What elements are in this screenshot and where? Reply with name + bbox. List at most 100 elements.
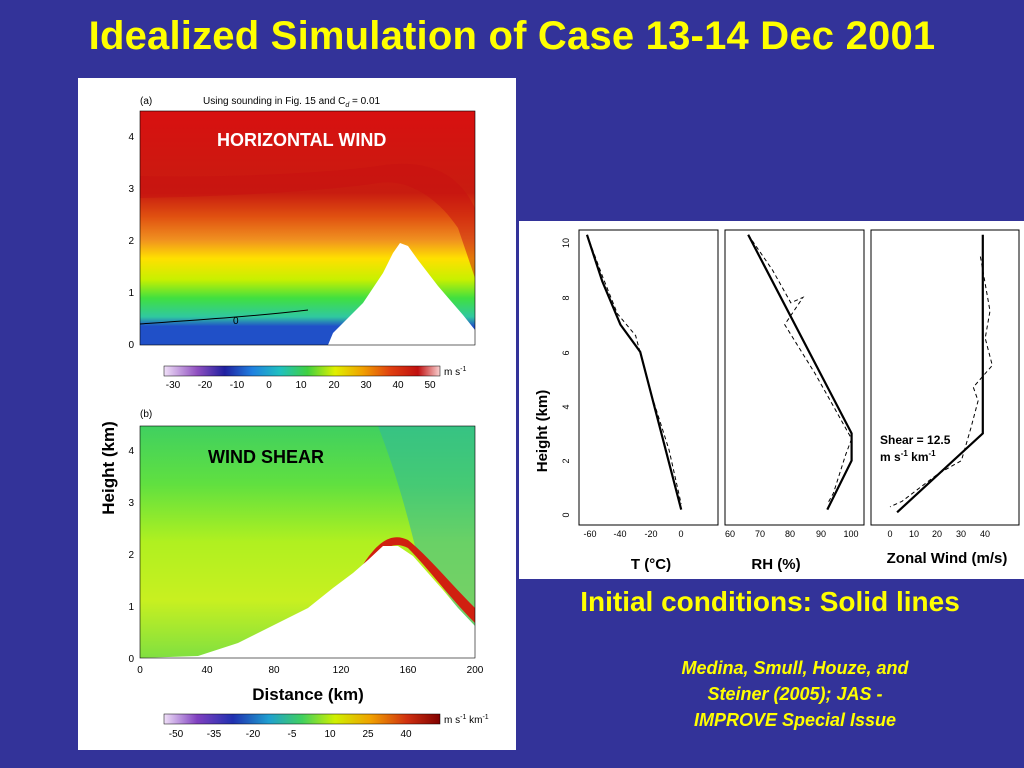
y-tick: 4 (128, 446, 134, 457)
colorbar-b-unit: m s-1 km-1 (444, 714, 489, 726)
cbar-tick: 50 (424, 380, 436, 391)
cbar-tick: -10 (230, 380, 245, 391)
x-tick: 160 (400, 665, 417, 676)
colorbar-b (163, 713, 441, 725)
temperature-dashed-line (586, 234, 682, 505)
colorbar-a-unit: m s-1 (444, 366, 466, 378)
panel-a-plot: 0 HORIZONTAL WIND (139, 110, 476, 346)
height-axis-label-left: Height (km) (99, 421, 118, 515)
wind-jet-band (140, 163, 475, 278)
terrain-mask-a (328, 243, 475, 345)
zero-contour-label: 0 (233, 316, 239, 327)
colorbar-b-ticks: -50 -35 -20 -5 10 25 40 (169, 729, 412, 740)
wind-shear-label: WIND SHEAR (208, 447, 324, 467)
y-tick: 0 (561, 512, 571, 517)
x-tick: 90 (816, 529, 826, 539)
x-tick: 120 (333, 665, 350, 676)
cbar-tick: -50 (169, 729, 184, 740)
shear-annotation-line1: Shear = 12.5 (880, 433, 951, 447)
colorbar-a (163, 365, 441, 377)
slide-title: Idealized Simulation of Case 13-14 Dec 2… (88, 14, 936, 58)
cbar-tick: 40 (400, 729, 412, 740)
cbar-tick: 20 (328, 380, 340, 391)
y-tick: 6 (561, 350, 571, 355)
sounding-profiles-svg: Height (km) 0 2 4 6 8 10 -60 -40 -20 0 T… (534, 229, 1020, 573)
x-tick: 0 (887, 529, 892, 539)
panel-b-plot: WIND SHEAR (139, 425, 476, 659)
y-tick: 2 (561, 458, 571, 463)
initial-conditions-caption: Initial conditions: Solid lines (580, 586, 960, 617)
wind-solid-line (896, 234, 984, 514)
panel-a-caption: Using sounding in Fig. 15 and Cd = 0.01 (203, 96, 381, 109)
x-tick: 40 (980, 529, 990, 539)
cbar-tick: -35 (207, 729, 222, 740)
cbar-tick: 0 (266, 380, 272, 391)
citation: Medina, Smull, Houze, and Steiner (2005)… (640, 655, 950, 733)
cbar-tick: 30 (360, 380, 372, 391)
y-tick: 10 (561, 238, 571, 248)
rh-dashed-line (747, 234, 853, 505)
x-tick: 80 (268, 665, 280, 676)
cbar-tick: -20 (198, 380, 213, 391)
cbar-tick: 10 (295, 380, 307, 391)
panel-b-y-ticks: 0 1 2 3 4 (128, 446, 134, 665)
height-axis-label-right: Height (km) (534, 390, 551, 473)
x-tick: -20 (644, 529, 657, 539)
y-tick: 2 (128, 550, 134, 561)
x-tick: -60 (583, 529, 596, 539)
panel-a-frame (139, 110, 476, 346)
y-tick: 1 (128, 602, 134, 613)
y-tick: 2 (128, 236, 134, 247)
x-tick: 60 (725, 529, 735, 539)
y-tick: 3 (128, 184, 134, 195)
citation-line-2: Steiner (2005); JAS - (707, 684, 883, 704)
panel-b-x-ticks: 0 40 80 120 160 200 (137, 665, 484, 676)
x-tick: 100 (843, 529, 858, 539)
temperature-x-ticks: -60 -40 -20 0 (583, 529, 683, 539)
x-tick: 80 (785, 529, 795, 539)
y-tick: 0 (128, 654, 134, 665)
rh-x-ticks: 60 70 80 90 100 (725, 529, 859, 539)
temperature-solid-line (585, 234, 683, 510)
cbar-tick: -30 (166, 380, 181, 391)
wind-axis-label: Zonal Wind (m/s) (887, 550, 1008, 567)
wind-x-ticks: 0 10 20 30 40 (887, 529, 990, 539)
cbar-tick: 25 (362, 729, 374, 740)
temperature-axis-label: T (°C) (631, 556, 671, 573)
wind-dashed-line (889, 256, 993, 508)
zero-contour (139, 309, 309, 325)
x-tick: -40 (613, 529, 626, 539)
y-tick: 0 (128, 340, 134, 351)
citation-line-3: IMPROVE Special Issue (693, 710, 897, 730)
x-tick: 70 (755, 529, 765, 539)
panel-a-letter: (a) (140, 96, 152, 107)
x-tick: 200 (467, 665, 484, 676)
cbar-tick: 10 (324, 729, 336, 740)
cross-section-figure: (a) Using sounding in Fig. 15 and Cd = 0… (78, 78, 516, 750)
panel-b-letter: (b) (140, 409, 152, 420)
y-tick: 3 (128, 498, 134, 509)
cross-section-svg: (a) Using sounding in Fig. 15 and Cd = 0… (99, 96, 489, 740)
cbar-tick: -20 (246, 729, 261, 740)
y-tick: 1 (128, 288, 134, 299)
shear-annotation-line2: m s-1 km-1 (880, 449, 936, 464)
profile-y-ticks: 0 2 4 6 8 10 (561, 238, 571, 518)
cbar-tick: 40 (392, 380, 404, 391)
y-tick: 4 (128, 132, 134, 143)
x-tick: 10 (909, 529, 919, 539)
x-tick: 30 (956, 529, 966, 539)
y-tick: 8 (561, 295, 571, 300)
temperature-frame (578, 229, 719, 526)
cbar-tick: -5 (288, 729, 297, 740)
wind-frame (870, 229, 1020, 526)
panel-a-y-ticks: 0 1 2 3 4 (128, 132, 134, 351)
horizontal-wind-label: HORIZONTAL WIND (217, 130, 386, 150)
sounding-profiles-figure: Height (km) 0 2 4 6 8 10 -60 -40 -20 0 T… (519, 221, 1024, 579)
x-tick: 40 (201, 665, 213, 676)
panel-b-frame (139, 425, 476, 659)
x-tick: 20 (932, 529, 942, 539)
x-tick: 0 (678, 529, 683, 539)
rh-frame (724, 229, 865, 526)
colorbar-a-ticks: -30 -20 -10 0 10 20 30 40 50 (166, 380, 436, 391)
rh-solid-line (747, 234, 853, 511)
